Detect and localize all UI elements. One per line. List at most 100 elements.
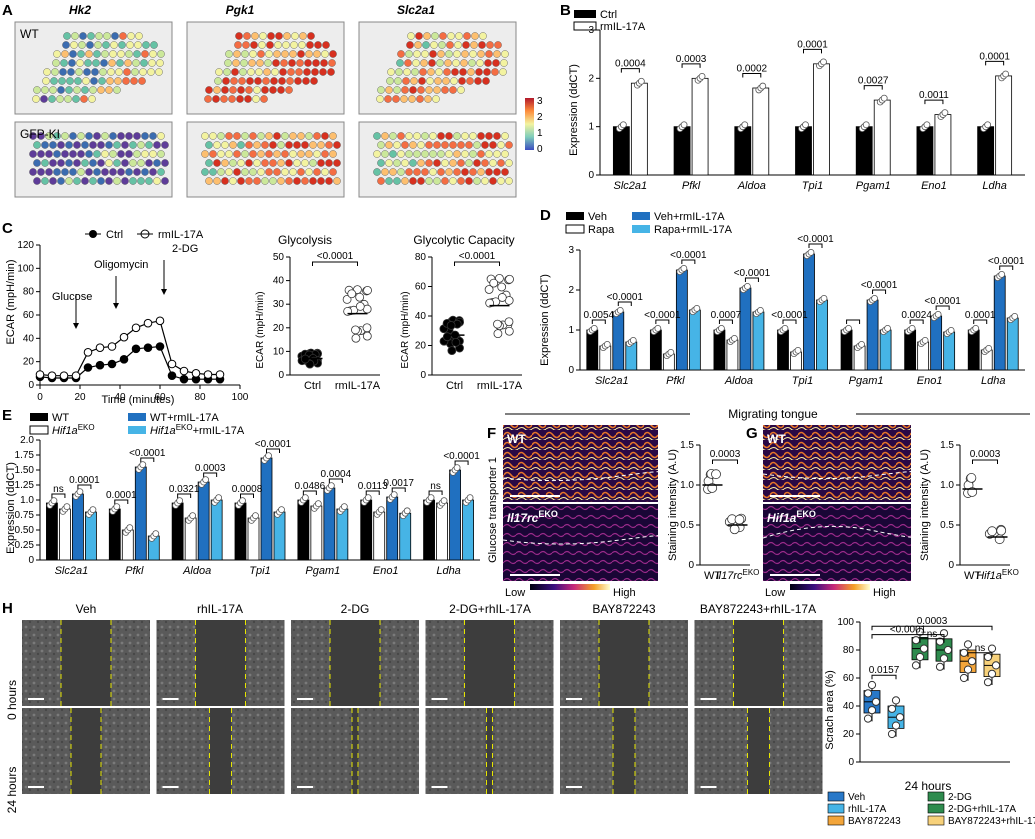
spot — [329, 50, 337, 58]
spot — [407, 32, 415, 40]
data-point — [1011, 312, 1019, 320]
spot — [465, 141, 473, 149]
data-point — [347, 289, 357, 299]
spot — [88, 95, 96, 103]
data-point — [820, 58, 827, 66]
spot — [265, 132, 273, 140]
spot — [225, 132, 233, 140]
y-tick-label: 1.0 — [940, 480, 954, 491]
spot — [325, 159, 333, 167]
p-value: 0.0003 — [195, 463, 226, 474]
p-value: ns — [430, 481, 441, 492]
spot — [117, 168, 125, 176]
spot — [237, 177, 245, 185]
spot — [57, 86, 65, 94]
spot — [451, 68, 459, 76]
p-value: <0.0001 — [734, 268, 771, 279]
spot — [393, 159, 401, 167]
spot — [109, 50, 117, 58]
spot — [62, 41, 70, 49]
p-value: 0.0003 — [917, 616, 948, 627]
data-point — [119, 355, 129, 364]
spot — [91, 68, 99, 76]
spot — [435, 68, 443, 76]
row-label-0h: 0 hours — [5, 680, 19, 720]
spot — [105, 159, 113, 167]
image-label-hif1a: Hif1aEKO — [767, 509, 816, 525]
spot — [221, 86, 229, 94]
spot — [305, 150, 313, 158]
spot — [106, 77, 114, 85]
spot — [52, 59, 60, 67]
spot — [277, 141, 285, 149]
spot — [57, 141, 65, 149]
spot — [261, 177, 269, 185]
bar — [673, 126, 691, 176]
significance-bracket — [454, 261, 500, 266]
p-value: 0.0011 — [919, 90, 949, 101]
legend-label: Hif1aEKO — [52, 423, 95, 437]
data-point — [50, 497, 58, 505]
spot — [322, 41, 330, 49]
spot — [213, 86, 221, 94]
spot — [153, 141, 161, 149]
column-title: BAY872243+rhIL-17A — [700, 602, 816, 616]
spot — [413, 168, 421, 176]
data-point — [89, 506, 97, 514]
spot — [492, 59, 500, 67]
spot — [258, 41, 266, 49]
spot — [125, 150, 133, 158]
spot — [501, 168, 509, 176]
spot — [148, 59, 156, 67]
spot — [224, 59, 232, 67]
spot — [303, 68, 311, 76]
significance-bracket — [919, 638, 945, 643]
data-point — [867, 706, 877, 715]
spot — [285, 141, 293, 149]
spot — [222, 77, 230, 85]
bar — [713, 329, 726, 371]
y-tick-label: 0 — [688, 560, 694, 571]
spot — [405, 168, 413, 176]
spot — [97, 141, 105, 149]
spot — [205, 141, 213, 149]
spot — [436, 59, 444, 67]
spot — [111, 32, 119, 40]
bar — [108, 508, 121, 561]
spot — [225, 50, 233, 58]
image-label-il17rc: Il17rcEKO — [507, 509, 558, 525]
p-value: 0.0054 — [583, 310, 614, 321]
spot — [387, 68, 395, 76]
y-tick-label: 60 — [843, 673, 855, 684]
spot — [433, 86, 441, 94]
spot — [53, 50, 61, 58]
data-point — [629, 336, 637, 344]
spot — [273, 132, 281, 140]
significance-bracket — [863, 85, 883, 90]
spot — [50, 77, 58, 85]
spot — [65, 177, 73, 185]
panel-d: D Veh Rapa Veh+rmIL-17A Rapa+rmIL-17A Ex… — [539, 207, 1025, 387]
spot — [469, 50, 477, 58]
data-point — [921, 336, 929, 344]
spot — [253, 177, 261, 185]
spot — [229, 177, 237, 185]
spot — [409, 177, 417, 185]
spot — [429, 50, 437, 58]
spot — [49, 159, 57, 167]
data-point — [493, 329, 503, 339]
spot — [319, 68, 327, 76]
spot — [42, 77, 50, 85]
data-point — [911, 636, 921, 645]
data-point — [390, 491, 398, 499]
spot — [433, 177, 441, 185]
data-point — [871, 294, 878, 302]
spot — [478, 41, 486, 49]
spot — [401, 141, 409, 149]
data-point — [880, 94, 888, 102]
spot — [141, 150, 149, 158]
y-tick-label: 40 — [23, 333, 35, 344]
row-label-gfp-ki: GFP-KI — [20, 127, 60, 141]
spot — [110, 41, 118, 49]
chart-h: 0 20 40 60 80 100 0.0003<0.0001 0.0157 ns ns — [837, 616, 1010, 768]
